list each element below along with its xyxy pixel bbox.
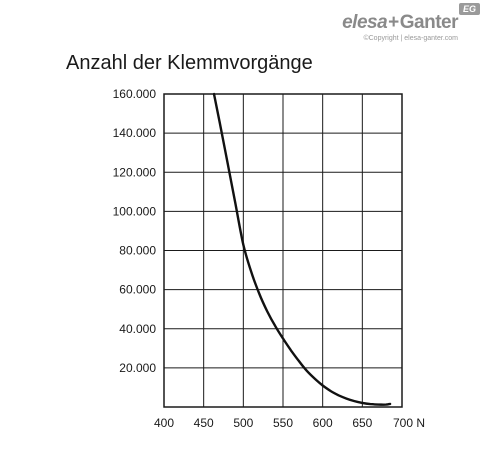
x-tick-label: 450 <box>194 416 214 430</box>
chart-title: Anzahl der Klemmvorgänge <box>66 52 313 74</box>
logo-wordmark: elesa+Ganter <box>342 12 458 33</box>
x-tick-label: 400 <box>154 416 174 430</box>
y-tick-label: 80.000 <box>119 244 156 258</box>
y-tick-label: 100.000 <box>113 204 157 218</box>
x-tick-label: 500 <box>233 416 253 430</box>
x-tick-label: 700 N <box>393 416 425 430</box>
x-tick-label: 550 <box>273 416 293 430</box>
x-tick-label: 600 <box>313 416 333 430</box>
elesa-ganter-logo: elesa+Ganter EG ©Copyright | elesa-gante… <box>310 3 480 50</box>
y-tick-label: 140.000 <box>113 126 157 140</box>
logo-badge: EG <box>458 3 480 15</box>
y-tick-label: 120.000 <box>113 165 157 179</box>
y-tick-label: 40.000 <box>119 322 156 336</box>
logo-copyright: ©Copyright | elesa-ganter.com <box>363 35 458 42</box>
y-tick-label: 20.000 <box>119 361 156 375</box>
y-tick-label: 60.000 <box>119 283 156 297</box>
y-tick-label: 160.000 <box>113 87 157 101</box>
x-tick-label: 650 <box>352 416 372 430</box>
plot-frame <box>163 93 403 408</box>
series-line <box>212 92 392 406</box>
